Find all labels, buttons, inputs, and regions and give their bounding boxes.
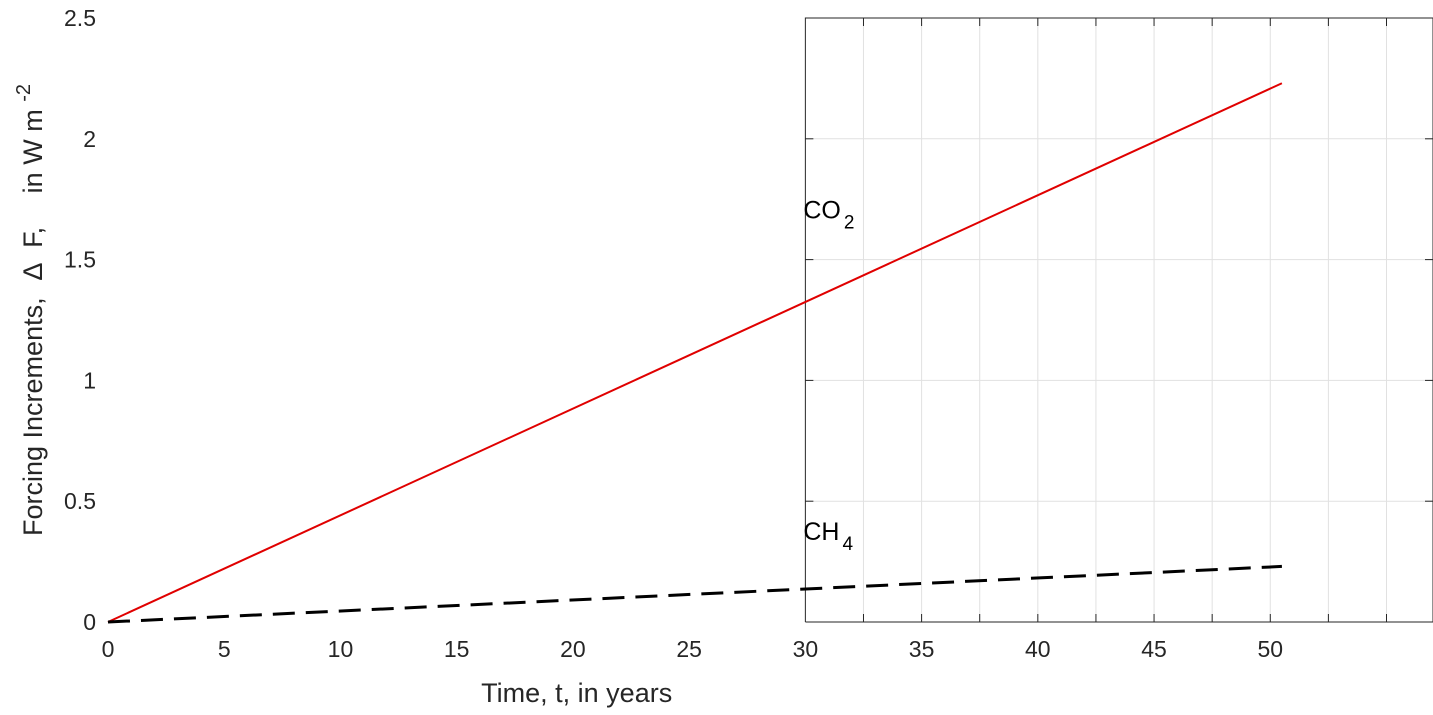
y-axis-label-unit: in W m bbox=[18, 109, 48, 193]
y-axis-label-symbol: F, bbox=[18, 227, 48, 248]
grid bbox=[805, 18, 1433, 622]
y-tick-label: 1.5 bbox=[64, 247, 96, 273]
annotations: CO 2 CH 4 bbox=[803, 197, 854, 555]
x-tick-label: 40 bbox=[1025, 636, 1051, 662]
y-axis-label-delta: ∆ bbox=[18, 263, 48, 280]
x-tick-label: 50 bbox=[1257, 636, 1283, 662]
x-tick-label: 10 bbox=[328, 636, 354, 662]
x-tick-label: 35 bbox=[909, 636, 935, 662]
y-tick-label: 2 bbox=[83, 126, 96, 152]
y-axis-label-exponent: -2 bbox=[13, 84, 35, 102]
series-layer bbox=[107, 82, 1283, 624]
y-tick-label: 2.5 bbox=[64, 5, 96, 31]
series-line-ch4 bbox=[107, 564, 1282, 624]
x-axis-label: Time, t, in years bbox=[481, 678, 672, 708]
x-tick-label: 25 bbox=[676, 636, 702, 662]
x-tick-label: 15 bbox=[444, 636, 470, 662]
y-axis-label: Forcing Increments, ∆ F, in W m -2 bbox=[13, 84, 48, 536]
axes bbox=[804, 17, 1433, 623]
series-annotation: CO 2 bbox=[803, 197, 854, 234]
series-line-co2 bbox=[107, 82, 1283, 623]
tick-labels: 0 5 10 15 20 25 30 35 40 45 50 0 0.5 1 1.5 2 2.5 bbox=[64, 5, 1283, 662]
x-tick-label: 30 bbox=[793, 636, 819, 662]
grid-box-border bbox=[804, 17, 1433, 622]
x-tick-label: 5 bbox=[218, 636, 231, 662]
x-tick-label: 45 bbox=[1141, 636, 1167, 662]
y-tick-label: 0.5 bbox=[64, 488, 96, 514]
y-axis-label-main: Forcing Increments, bbox=[18, 297, 48, 536]
axis-titles: Time, t, in years Forcing Increments, ∆ … bbox=[13, 84, 672, 708]
y-tick-label: 0 bbox=[83, 609, 96, 635]
x-tick-label: 20 bbox=[560, 636, 586, 662]
series-annotation: CH 4 bbox=[803, 518, 853, 555]
x-tick-label: 0 bbox=[102, 636, 115, 662]
y-tick-label: 1 bbox=[83, 367, 96, 393]
